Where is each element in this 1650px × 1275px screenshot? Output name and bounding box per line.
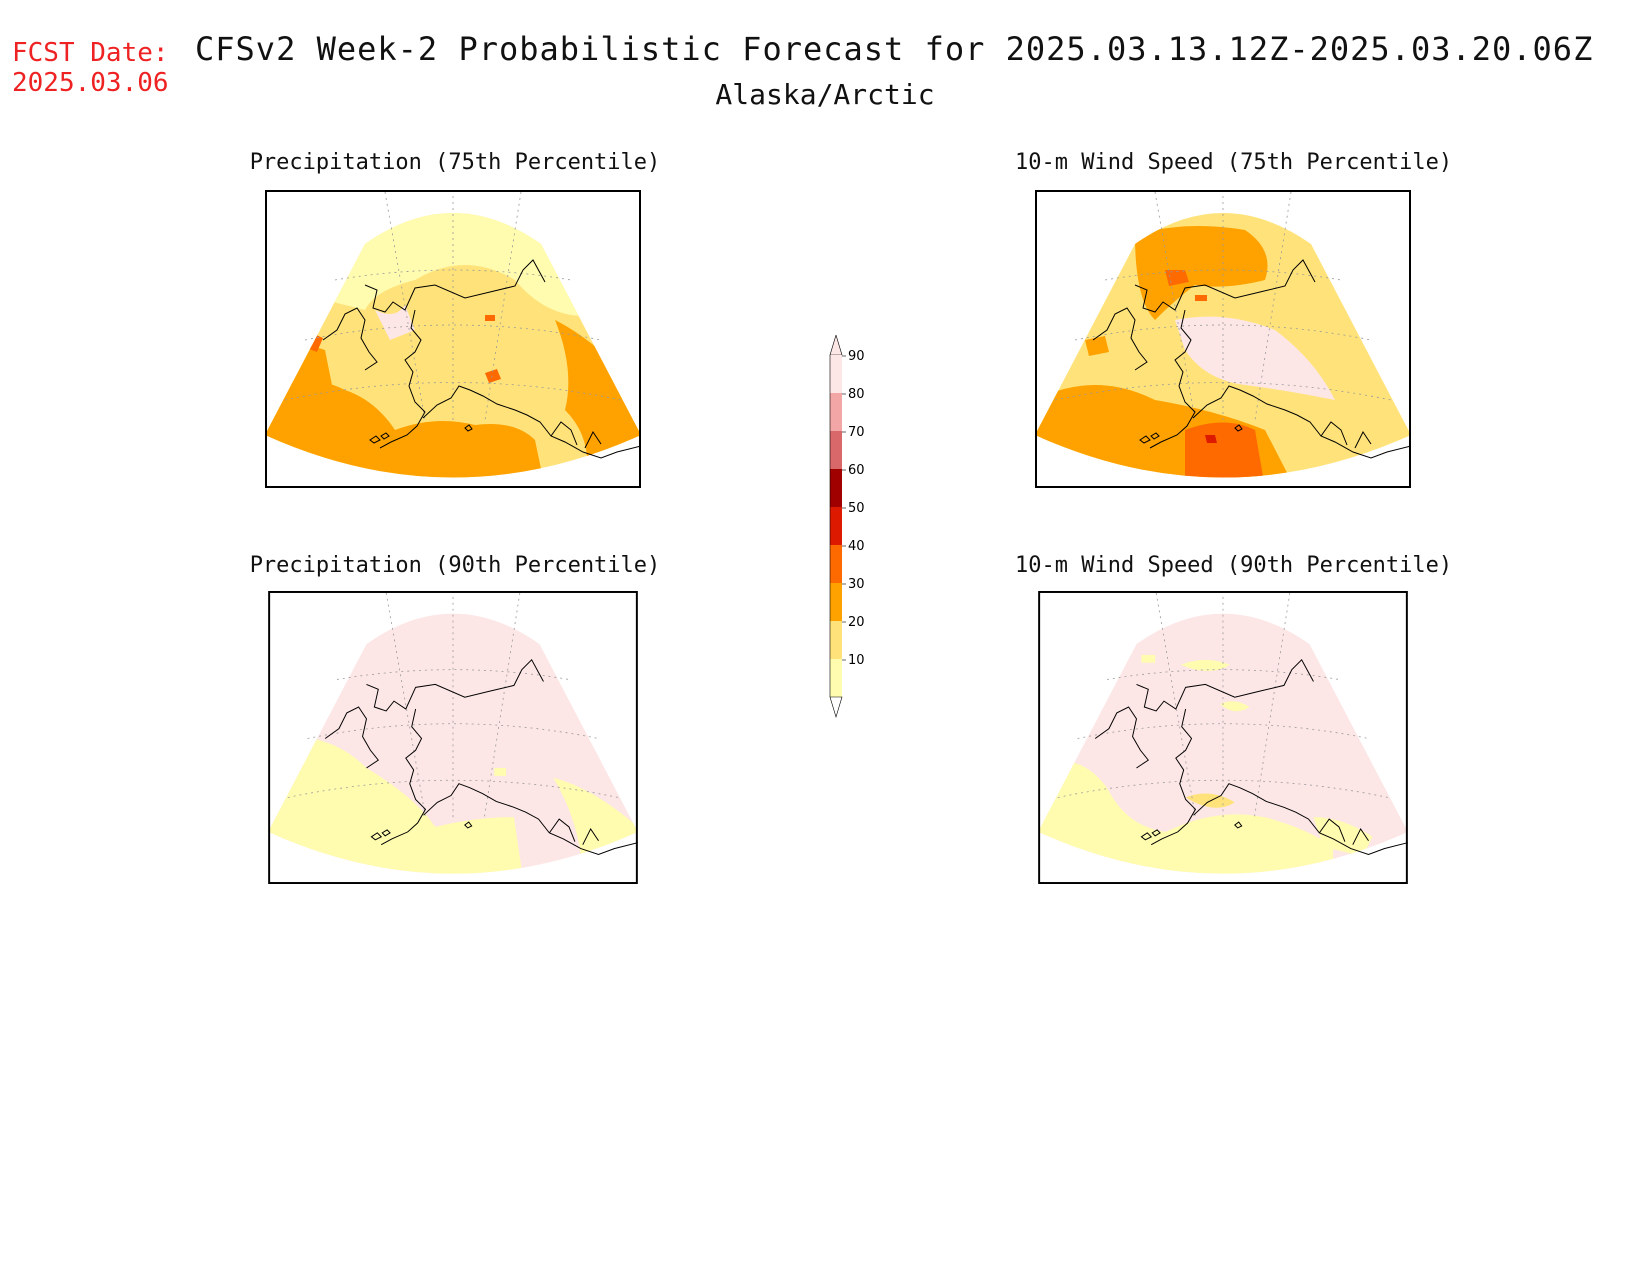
colorbar-legend: 90 80 70 60 50 40 30 20 10 <box>829 335 865 719</box>
shade-region <box>415 285 565 375</box>
island-outline <box>1150 432 1160 440</box>
colorbar-swatch <box>830 355 842 393</box>
island-outline <box>369 435 381 444</box>
colorbar-tick-label: 70 <box>848 425 865 440</box>
map-precip-90 <box>268 591 638 884</box>
shade-region <box>1205 435 1217 443</box>
graticule-line <box>307 723 599 739</box>
colorbar-tick-label: 80 <box>848 387 865 402</box>
region-subtitle: Alaska/Arctic <box>715 78 935 111</box>
shade-region <box>1141 654 1156 663</box>
colorbar-bottom-tail <box>829 696 843 719</box>
colorbar-swatch <box>830 431 842 469</box>
forecast-date-label: FCST Date: 2025.03.06 <box>12 38 169 98</box>
graticule-line <box>1155 592 1196 818</box>
island-outline <box>464 424 473 432</box>
page-title: CFSv2 Week-2 Probabilistic Forecast for … <box>195 30 1594 68</box>
panel-title-precip-90: Precipitation (90th Percentile) <box>249 553 661 578</box>
map-precip-75 <box>265 190 641 488</box>
map-wind-75 <box>1035 190 1411 488</box>
shade-region <box>485 315 495 321</box>
island-outline <box>1234 821 1243 829</box>
panel-title-wind-90: 10-m Wind Speed (90th Percentile) <box>1015 553 1453 578</box>
panel-title-wind-75: 10-m Wind Speed (75th Percentile) <box>1015 150 1453 175</box>
map-frame <box>268 591 638 884</box>
coastline <box>1094 659 1408 856</box>
island-outline <box>370 832 383 841</box>
island-outline <box>380 432 390 440</box>
graticule-line <box>1054 382 1392 401</box>
colorbar-swatch <box>830 621 842 659</box>
graticule-line <box>287 779 619 798</box>
colorbar-tick-label: 10 <box>848 653 865 668</box>
fcst-date-caption: FCST Date: <box>12 38 169 68</box>
island-outline <box>1234 424 1243 432</box>
colorbar-tick-label: 30 <box>848 577 865 592</box>
shade-region <box>1185 422 1265 478</box>
graticule-line <box>1057 779 1389 798</box>
graticule-line <box>484 191 522 421</box>
colorbar-swatch <box>830 393 842 431</box>
probability-shading <box>268 613 638 874</box>
island-outline <box>1139 435 1151 444</box>
shade-region <box>1195 295 1207 301</box>
island-outline <box>1151 829 1161 837</box>
graticule-line <box>284 382 622 401</box>
colorbar-swatch <box>830 507 842 545</box>
coastline <box>324 659 638 856</box>
island-outline <box>381 829 391 837</box>
shade-region <box>1135 226 1268 320</box>
shade-region <box>1180 659 1230 672</box>
graticule-line <box>304 324 602 341</box>
graticule-line <box>384 191 426 421</box>
coastline <box>1092 259 1411 459</box>
map-wind-90 <box>1038 591 1408 884</box>
colorbar-swatch <box>830 545 842 583</box>
coastline <box>322 259 641 459</box>
colorbar-tick-label: 60 <box>848 463 865 478</box>
fcst-date-value: 2025.03.06 <box>12 68 169 98</box>
shade-region <box>1175 316 1335 400</box>
colorbar-tick-label: 40 <box>848 539 865 554</box>
colorbar-tick-label: 90 <box>848 349 865 364</box>
graticule-line <box>1254 191 1292 421</box>
graticule-line <box>484 592 521 818</box>
graticule-line <box>385 592 426 818</box>
colorbar-tick-label: 20 <box>848 615 865 630</box>
map-frame <box>1035 190 1411 488</box>
colorbar-top-tail <box>829 335 843 356</box>
shade-region <box>1085 336 1109 356</box>
shade-region <box>494 767 507 776</box>
map-frame <box>265 190 641 488</box>
colorbar-swatch <box>830 583 842 621</box>
graticule-line <box>1254 592 1291 818</box>
graticule-line <box>1154 191 1196 421</box>
panel-title-precip-75: Precipitation (75th Percentile) <box>249 150 661 175</box>
shade-region <box>375 305 415 340</box>
map-frame <box>1038 591 1408 884</box>
island-outline <box>1140 832 1153 841</box>
shade-region <box>1038 761 1334 874</box>
colorbar-tick-label: 50 <box>848 501 865 516</box>
shade-region <box>268 736 524 874</box>
shade-region <box>1038 613 1408 874</box>
colorbar-swatch <box>830 659 842 697</box>
shade-region <box>1220 701 1250 712</box>
graticule-line <box>1074 324 1372 341</box>
colorbar-swatch <box>830 469 842 507</box>
island-outline <box>464 821 473 829</box>
graticule-line <box>1077 723 1369 739</box>
shade-region <box>485 369 501 383</box>
